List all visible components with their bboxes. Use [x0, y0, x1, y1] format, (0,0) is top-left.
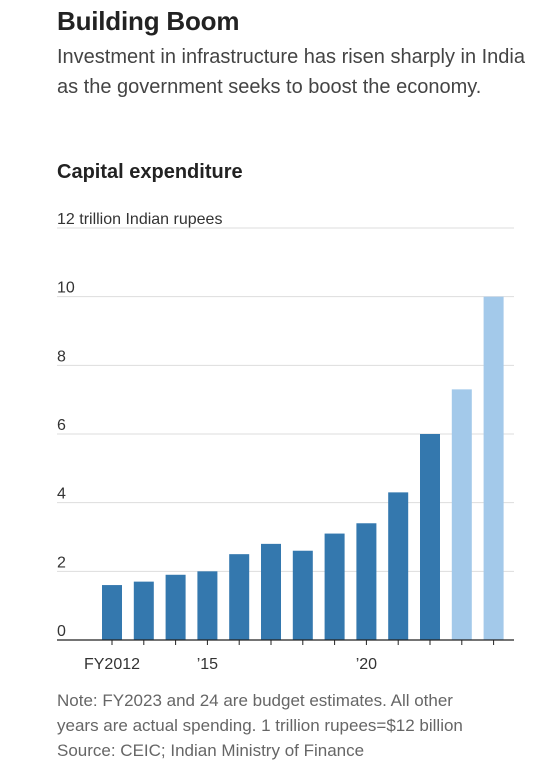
headline: Building Boom	[57, 6, 240, 36]
x-tick-label: FY2012	[84, 656, 140, 673]
y-tick-labels: 0 2 4 6 8 10 12 trillion Indian rupees	[57, 211, 222, 640]
note-line-2: years are actual spending. 1 trillion ru…	[57, 716, 463, 735]
y-tick-label: 2	[57, 554, 66, 571]
bar-fy2013	[133, 581, 154, 640]
x-tick-label: ’20	[356, 656, 377, 673]
chart-title: Capital expenditure	[57, 161, 243, 183]
y-tick-label: 10	[57, 280, 75, 297]
bar-fy2018	[292, 550, 313, 640]
bar-fy2019	[324, 533, 345, 640]
bar-fy2023	[451, 389, 472, 640]
bar-fy2015	[197, 571, 218, 640]
bar-fy2014	[165, 574, 186, 640]
y-tick-label: 4	[57, 486, 66, 503]
unit-label: 12 trillion Indian rupees	[57, 211, 222, 228]
note-line-1: Note: FY2023 and 24 are budget estimates…	[57, 691, 453, 710]
y-tick-label: 0	[57, 623, 66, 640]
bars	[102, 296, 504, 640]
bar-fy2022	[420, 434, 440, 640]
bar-fy2016	[229, 554, 250, 640]
source-line: Source: CEIC; Indian Ministry of Finance	[57, 741, 365, 760]
dek: Investment in infrastructure has risen s…	[57, 46, 525, 98]
y-tick-label: 8	[57, 348, 66, 365]
bar-fy2017	[261, 543, 281, 640]
bar-fy2020	[356, 523, 377, 640]
x-axis: FY2012 ’15 ’20	[57, 639, 514, 673]
x-tick-label: ’15	[197, 656, 218, 673]
bar-chart: 0 2 4 6 8 10 12 trillion Indian rupees FY2012 ’…	[57, 211, 514, 673]
grid-lines	[57, 227, 514, 572]
chart-note: Note: FY2023 and 24 are budget estimates…	[57, 688, 537, 763]
bar-fy2012	[102, 585, 122, 640]
bar-fy2021	[388, 492, 409, 640]
y-tick-label: 6	[57, 417, 66, 434]
bar-fy2024	[483, 296, 504, 640]
